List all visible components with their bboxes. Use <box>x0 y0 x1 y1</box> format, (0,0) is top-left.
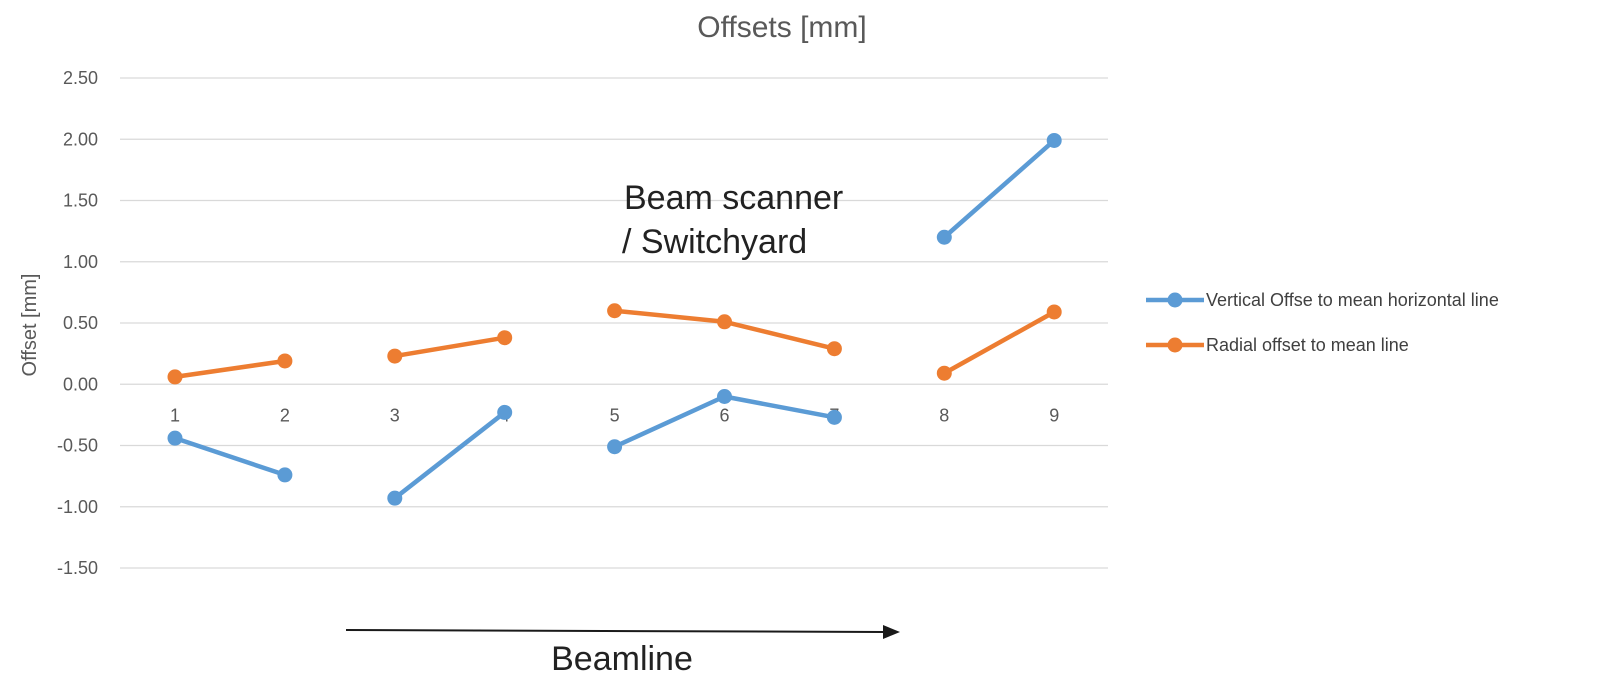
x-tick-label: 3 <box>390 405 400 425</box>
data-point <box>277 353 293 369</box>
data-point <box>717 314 732 330</box>
x-tick-labels: 123456789 <box>170 405 1059 425</box>
data-point <box>497 404 513 420</box>
series-line-segment <box>393 410 507 500</box>
data-point <box>936 365 952 381</box>
y-tick-label: 2.50 <box>63 68 98 88</box>
data-point <box>497 330 513 346</box>
legend-swatch-marker <box>1167 337 1183 353</box>
y-tick-label: 0.50 <box>63 313 98 333</box>
series-line-segment <box>174 358 286 380</box>
data-point <box>936 229 952 245</box>
annotation-beam-scanner: Beam scanner <box>624 179 843 217</box>
data-point <box>1046 132 1062 148</box>
y-tick-label: 2.00 <box>63 129 98 149</box>
series-line-segment <box>394 335 506 359</box>
data-point <box>167 369 183 385</box>
beamline-arrow <box>345 625 900 639</box>
annotation-switchyard: / Switchyard <box>622 223 807 261</box>
beamline-arrow-shaft <box>345 629 885 633</box>
y-tick-label: -1.50 <box>57 558 98 578</box>
beamline-label: Beamline <box>551 640 693 678</box>
y-tick-label: 1.00 <box>63 252 98 272</box>
x-tick-label: 6 <box>719 405 729 425</box>
series-line-segment <box>943 310 1056 376</box>
data-point <box>826 341 842 357</box>
y-tick-labels: 2.50 2.00 1.50 1.00 0.50 0.00 -0.50 -1.00 -1.50 <box>57 68 98 578</box>
data-point <box>607 439 623 455</box>
data-point <box>1046 304 1062 320</box>
x-tick-label: 1 <box>170 405 180 425</box>
legend-swatch-marker <box>1167 292 1183 308</box>
data-point <box>167 430 183 446</box>
series-points <box>167 132 1062 506</box>
x-tick-label: 2 <box>280 405 290 425</box>
series-lines <box>174 138 1056 500</box>
y-tick-label: -0.50 <box>57 436 98 456</box>
series-line-segment <box>942 138 1056 239</box>
data-point <box>277 467 293 483</box>
y-axis-label: Offset [mm] <box>19 274 41 377</box>
y-tick-label: 0.00 <box>63 374 98 394</box>
legend-label: Radial offset to mean line <box>1206 335 1409 355</box>
data-point <box>826 409 842 425</box>
series-line-segment <box>174 436 286 478</box>
y-tick-label: 1.50 <box>63 191 98 211</box>
x-tick-label: 8 <box>939 405 949 425</box>
x-tick-label: 5 <box>610 405 620 425</box>
data-point <box>387 348 403 364</box>
legend-label: Vertical Offse to mean horizontal line <box>1206 290 1499 310</box>
data-point <box>717 389 732 404</box>
y-tick-label: -1.00 <box>57 497 98 517</box>
legend: Vertical Offse to mean horizontal line Ra… <box>1146 290 1499 355</box>
x-tick-label: 9 <box>1049 405 1059 425</box>
beamline-arrow-head <box>883 625 900 639</box>
data-point <box>607 303 623 319</box>
gridlines <box>120 77 1108 569</box>
data-point <box>387 490 403 506</box>
chart-title: Offsets [mm] <box>697 11 866 44</box>
